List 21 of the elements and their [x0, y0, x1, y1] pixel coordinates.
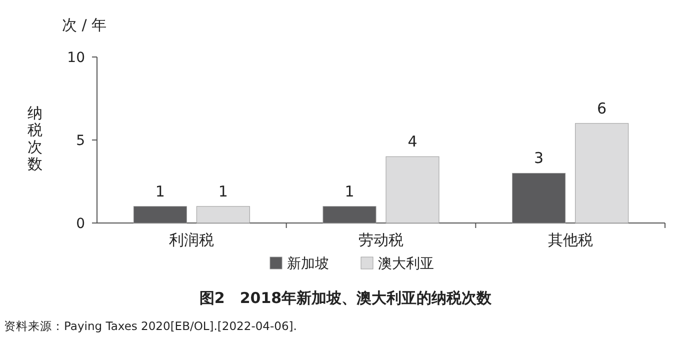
bar [386, 156, 440, 224]
legend-label: 新加坡 [287, 256, 329, 272]
y-axis-title: 纳税次数 [28, 104, 42, 173]
data-label: 4 [408, 132, 418, 151]
bar [196, 206, 250, 224]
bar [575, 123, 629, 224]
x-tick-label: 劳动税 [358, 231, 404, 249]
data-label: 6 [597, 99, 607, 118]
legend-label: 澳大利亚 [378, 256, 434, 272]
y-tick-label: 0 [76, 216, 85, 232]
data-label: 3 [534, 149, 544, 168]
text: 图2 2018年新加坡、澳大利亚的纳税次数 [199, 289, 493, 307]
text: 次 / 年 [62, 16, 107, 34]
x-tick-label: 其他税 [548, 231, 593, 249]
x-tick-label: 利润税 [169, 231, 214, 249]
data-label: 1 [218, 182, 228, 200]
y-tick-label: 10 [67, 50, 85, 66]
text: 资料来源：Paying Taxes 2020[EB/OL].[2022-04-06]. [4, 319, 297, 333]
y-tick-label: 5 [76, 133, 85, 149]
data-label: 1 [155, 182, 165, 200]
data-label: 1 [344, 182, 354, 200]
